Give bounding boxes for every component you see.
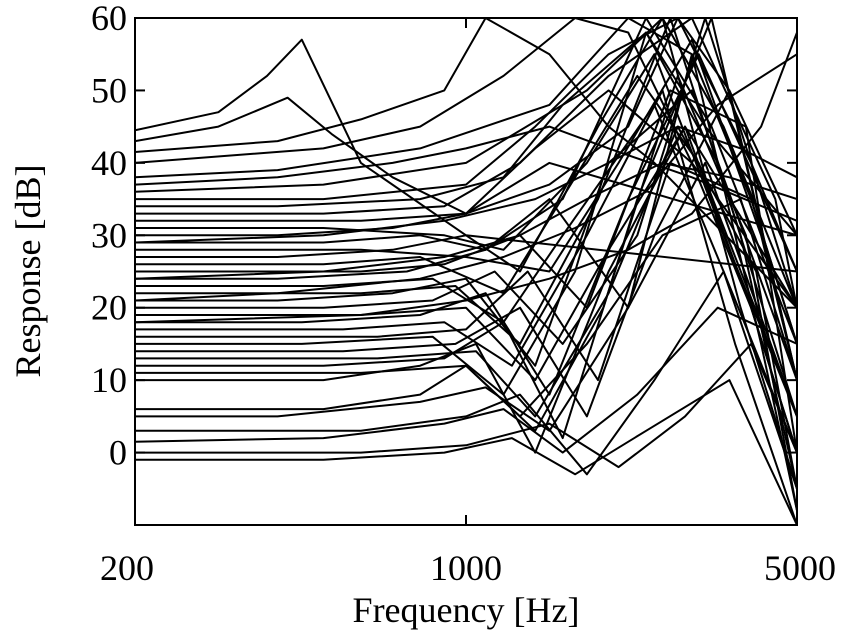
y-tick-label: 40 — [91, 143, 127, 183]
series-line-42 — [135, 53, 797, 302]
series-line-41 — [135, 161, 797, 280]
y-tick-label: 30 — [91, 215, 127, 255]
series-line-3 — [135, 18, 797, 309]
x-tick-label: 1000 — [430, 548, 502, 588]
plot-frame — [134, 17, 798, 526]
series-line-8 — [135, 31, 797, 236]
series-line-23 — [135, 125, 797, 453]
series-line-36 — [135, 306, 797, 454]
y-tick-label: 20 — [91, 288, 127, 328]
y-tick-label: 50 — [91, 70, 127, 110]
x-tick-label: 200 — [100, 548, 154, 588]
series-line-2 — [135, 96, 797, 237]
series-line-17 — [135, 89, 797, 453]
x-tick-label: 5000 — [764, 548, 836, 588]
series-line-26 — [135, 161, 797, 382]
series-line-12 — [135, 89, 797, 453]
y-tick-label: 10 — [91, 360, 127, 400]
series-line-43 — [135, 32, 797, 324]
series-line-35 — [135, 270, 797, 490]
series-line-32 — [135, 125, 797, 454]
series-line-40 — [135, 125, 797, 244]
y-axis-label: Response [dB] — [8, 165, 48, 378]
series-line-9 — [135, 18, 797, 308]
y-tick-label: 60 — [91, 0, 127, 38]
series-line-7 — [135, 18, 797, 272]
x-axis-label: Frequency [Hz] — [353, 590, 580, 630]
series-line-18 — [135, 53, 797, 511]
series-line-38 — [135, 379, 797, 525]
y-tick-label: 0 — [109, 433, 127, 473]
series-line-33 — [135, 198, 797, 418]
series-line-22 — [135, 18, 797, 345]
series-line-5 — [135, 18, 797, 345]
series-line-37 — [135, 342, 797, 469]
series-line-39 — [135, 125, 797, 222]
series-line-25 — [135, 89, 797, 525]
series-layer — [135, 18, 797, 525]
labels-layer: 0 10 20 30 40 50 60 200 1000 5000 — [91, 0, 836, 588]
series-line-29 — [135, 125, 797, 489]
series-line-30 — [135, 18, 797, 440]
series-line-4 — [135, 18, 797, 309]
series-line-34 — [135, 161, 797, 432]
series-line-28 — [135, 89, 797, 418]
